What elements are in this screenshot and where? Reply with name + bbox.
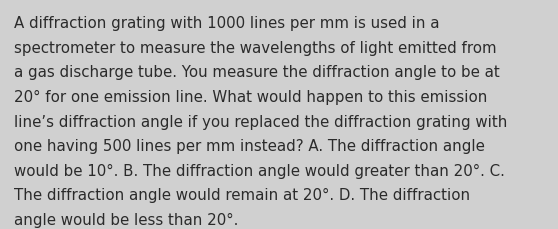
Text: line’s diffraction angle if you replaced the diffraction grating with: line’s diffraction angle if you replaced… [14, 114, 507, 129]
Text: angle would be less than 20°.: angle would be less than 20°. [14, 212, 238, 227]
Text: one having 500 lines per mm instead? A. The diffraction angle: one having 500 lines per mm instead? A. … [14, 139, 485, 153]
Text: a gas discharge tube. You measure the diffraction angle to be at: a gas discharge tube. You measure the di… [14, 65, 500, 80]
Text: would be 10°. B. The diffraction angle would greater than 20°. C.: would be 10°. B. The diffraction angle w… [14, 163, 505, 178]
Text: The diffraction angle would remain at 20°. D. The diffraction: The diffraction angle would remain at 20… [14, 188, 470, 202]
Text: spectrometer to measure the wavelengths of light emitted from: spectrometer to measure the wavelengths … [14, 41, 497, 55]
Text: A diffraction grating with 1000 lines per mm is used in a: A diffraction grating with 1000 lines pe… [14, 16, 440, 31]
Text: 20° for one emission line. What would happen to this emission: 20° for one emission line. What would ha… [14, 90, 487, 104]
